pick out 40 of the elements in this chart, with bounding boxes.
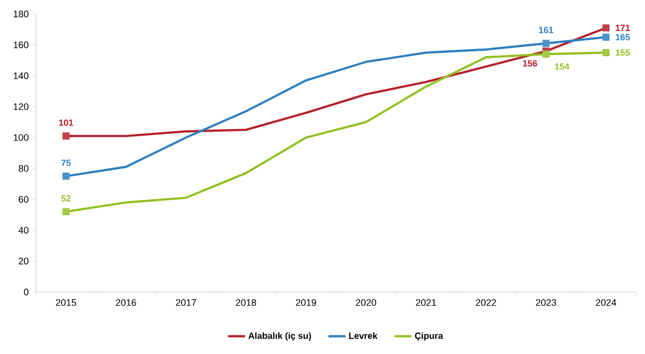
point bbox=[602, 49, 610, 56]
y-tick-label: 80 bbox=[18, 165, 28, 172]
x-tick-label: 2017 bbox=[176, 299, 196, 306]
point bbox=[542, 40, 550, 47]
x-tick-label: 2018 bbox=[236, 299, 256, 306]
y-tick-label: 140 bbox=[14, 72, 28, 80]
legend-label: Çipura bbox=[415, 332, 444, 341]
point bbox=[62, 172, 70, 180]
y-tick-label: 100 bbox=[14, 134, 28, 141]
point bbox=[602, 34, 610, 41]
x-tick-label: 2020 bbox=[356, 299, 376, 306]
data-label: 165 bbox=[616, 34, 630, 40]
y-tick-label: 40 bbox=[18, 226, 28, 234]
data-label: 101 bbox=[59, 119, 74, 126]
y-tick-label: 160 bbox=[14, 42, 28, 48]
data-label: 154 bbox=[555, 63, 570, 70]
y-tick-label: 120 bbox=[14, 103, 28, 110]
data-label: 52 bbox=[61, 195, 71, 202]
data-label: 171 bbox=[616, 24, 630, 31]
legend-label: Levrek bbox=[349, 332, 378, 339]
point bbox=[542, 50, 550, 58]
x-tick-label: 2023 bbox=[536, 299, 556, 306]
y-tick-label: 0 bbox=[24, 288, 28, 296]
x-tick-label: 2019 bbox=[296, 299, 316, 306]
y-tick-label: 180 bbox=[14, 10, 28, 18]
x-tick-label: 2024 bbox=[596, 299, 616, 306]
point bbox=[62, 208, 70, 216]
data-label: 75 bbox=[61, 160, 71, 166]
x-tick-label: 2021 bbox=[416, 299, 436, 306]
data-label: 161 bbox=[539, 26, 554, 34]
y-tick-label: 20 bbox=[18, 258, 28, 264]
y-tick-label: 60 bbox=[18, 196, 28, 203]
point bbox=[62, 132, 70, 140]
legend-label: Alabalık (iç su) bbox=[248, 332, 312, 341]
point bbox=[602, 24, 610, 32]
x-tick-label: 2016 bbox=[116, 299, 136, 306]
data-label: 156 bbox=[523, 60, 538, 67]
data-label: 155 bbox=[616, 49, 630, 56]
x-tick-label: 2015 bbox=[56, 299, 76, 306]
x-tick-label: 2022 bbox=[476, 299, 496, 306]
